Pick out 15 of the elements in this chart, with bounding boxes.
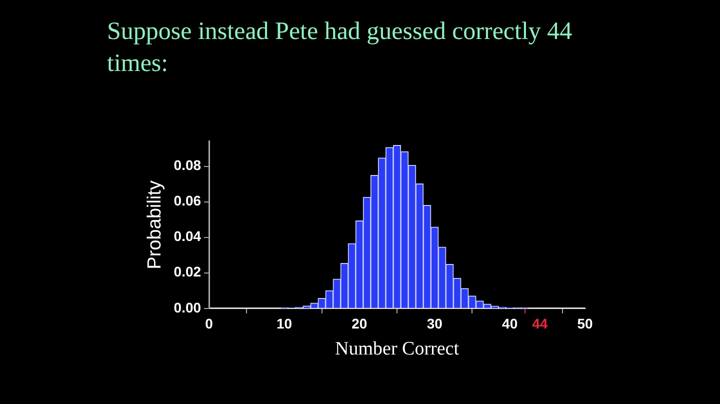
x-tick-label: 40 <box>502 316 518 332</box>
chart-title: Suppose instead Pete had guessed correctly 44 times: <box>107 17 574 79</box>
x-tick-label: 50 <box>577 316 593 332</box>
x-tick-label: 44 <box>532 316 548 332</box>
x-axis-title: Number Correct <box>335 338 460 360</box>
x-tick-label: 30 <box>426 316 443 332</box>
y-tick-label: 0.04 <box>174 228 202 244</box>
y-tick-label: 0.06 <box>174 192 202 209</box>
x-tick-label: 0 <box>205 316 214 332</box>
x-tick-label: 10 <box>276 316 292 332</box>
y-tick-label: 0.00 <box>174 299 202 316</box>
x-tick-label: 20 <box>352 316 368 332</box>
y-tick-label: 0.02 <box>174 264 202 280</box>
y-axis-title: Probability <box>144 180 166 270</box>
y-tick-label: 0.08 <box>174 157 202 174</box>
